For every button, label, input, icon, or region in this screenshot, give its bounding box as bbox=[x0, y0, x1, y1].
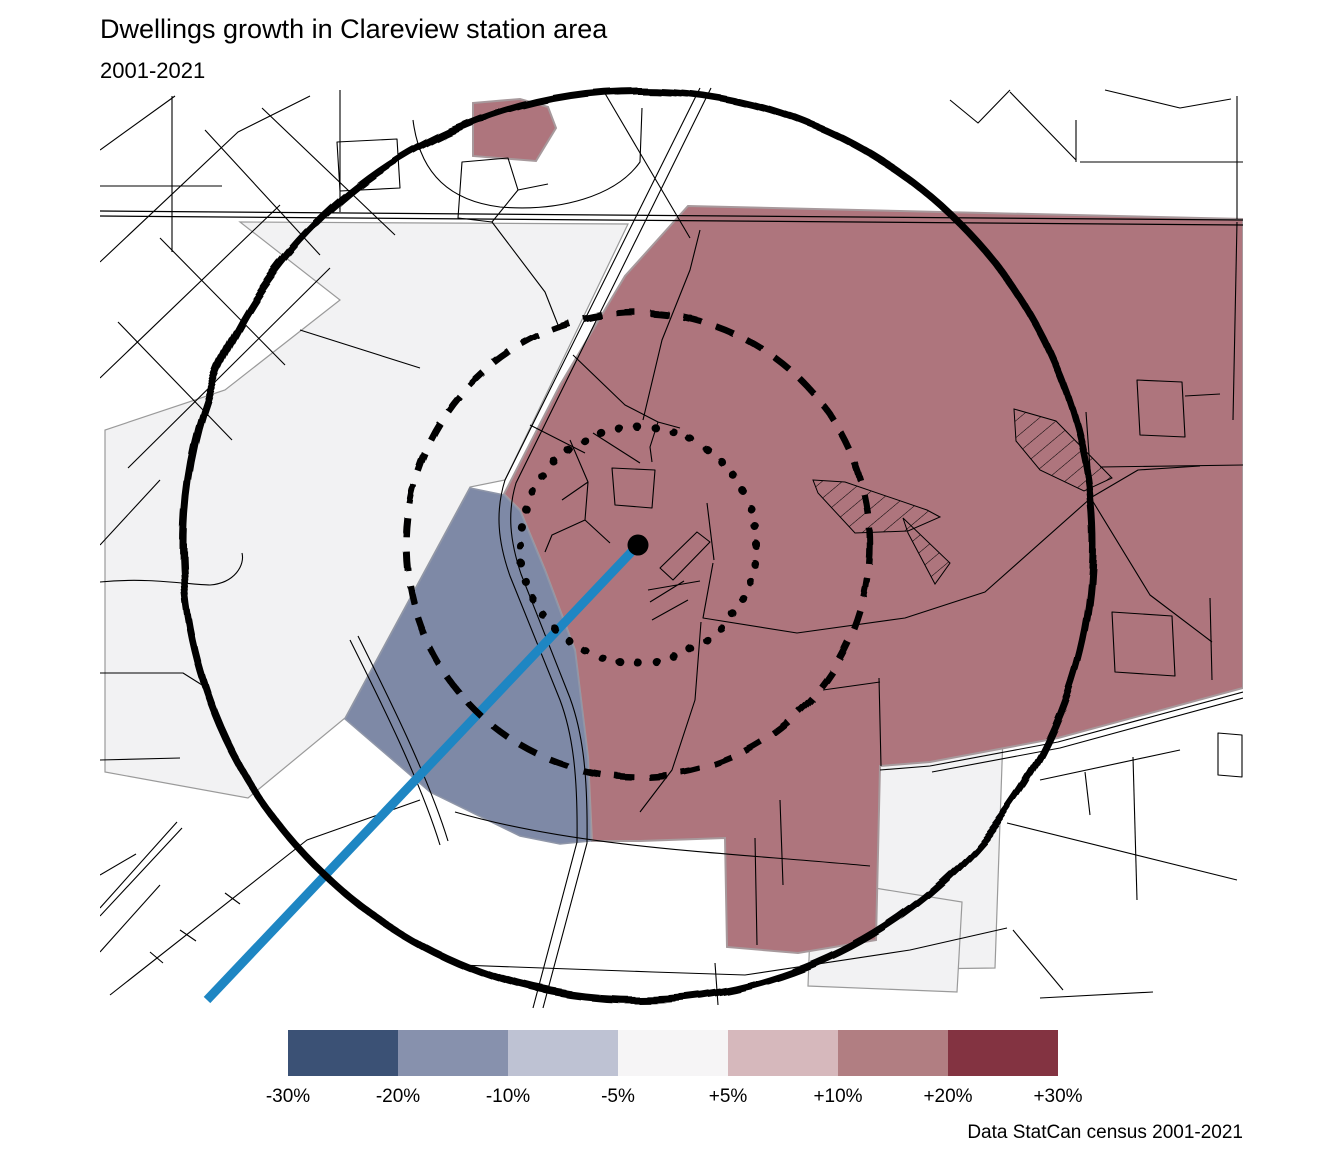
legend-label: -10% bbox=[485, 1086, 531, 1107]
growth-color-legend: -30% -20% -10% -5% +5% +10% +20% +30% bbox=[266, 1030, 1083, 1120]
legend-swatch bbox=[838, 1030, 948, 1076]
legend-bar bbox=[288, 1030, 1058, 1076]
legend-label: +5% bbox=[708, 1086, 748, 1107]
legend-swatch bbox=[508, 1030, 618, 1076]
middle-ring bbox=[406, 313, 870, 777]
legend-label: +20% bbox=[923, 1086, 973, 1107]
outer-ring bbox=[183, 90, 1093, 1000]
legend-swatch bbox=[618, 1030, 728, 1076]
stable-polygon bbox=[105, 222, 628, 798]
growth-polygon-main bbox=[504, 206, 1243, 953]
legend-swatch bbox=[728, 1030, 838, 1076]
station-marker bbox=[627, 534, 649, 556]
legend-label: -5% bbox=[601, 1086, 635, 1107]
legend-swatch bbox=[288, 1030, 398, 1076]
decline-polygon bbox=[345, 488, 591, 844]
railway-line bbox=[100, 210, 1243, 226]
legend-label: -30% bbox=[265, 1086, 311, 1107]
legend-label: -20% bbox=[375, 1086, 421, 1107]
legend-labels: -30% -20% -10% -5% +5% +10% +20% +30% bbox=[266, 1076, 1083, 1107]
legend-swatch bbox=[398, 1030, 508, 1076]
data-source-caption: Data StatCan census 2001-2021 bbox=[967, 1122, 1243, 1143]
rail-corridor bbox=[498, 87, 712, 1009]
legend-label: +10% bbox=[813, 1086, 863, 1107]
park-hatch-polygon bbox=[813, 480, 950, 584]
figure-subtitle: 2001-2021 bbox=[100, 58, 206, 83]
station-area-map bbox=[100, 0, 1243, 1009]
figure-title: Dwellings growth in Clareview station ar… bbox=[100, 14, 608, 44]
inner-ring bbox=[520, 427, 756, 663]
legend-swatch bbox=[948, 1030, 1058, 1076]
lrt-line bbox=[207, 545, 638, 1000]
legend-label: +30% bbox=[1033, 1086, 1083, 1107]
